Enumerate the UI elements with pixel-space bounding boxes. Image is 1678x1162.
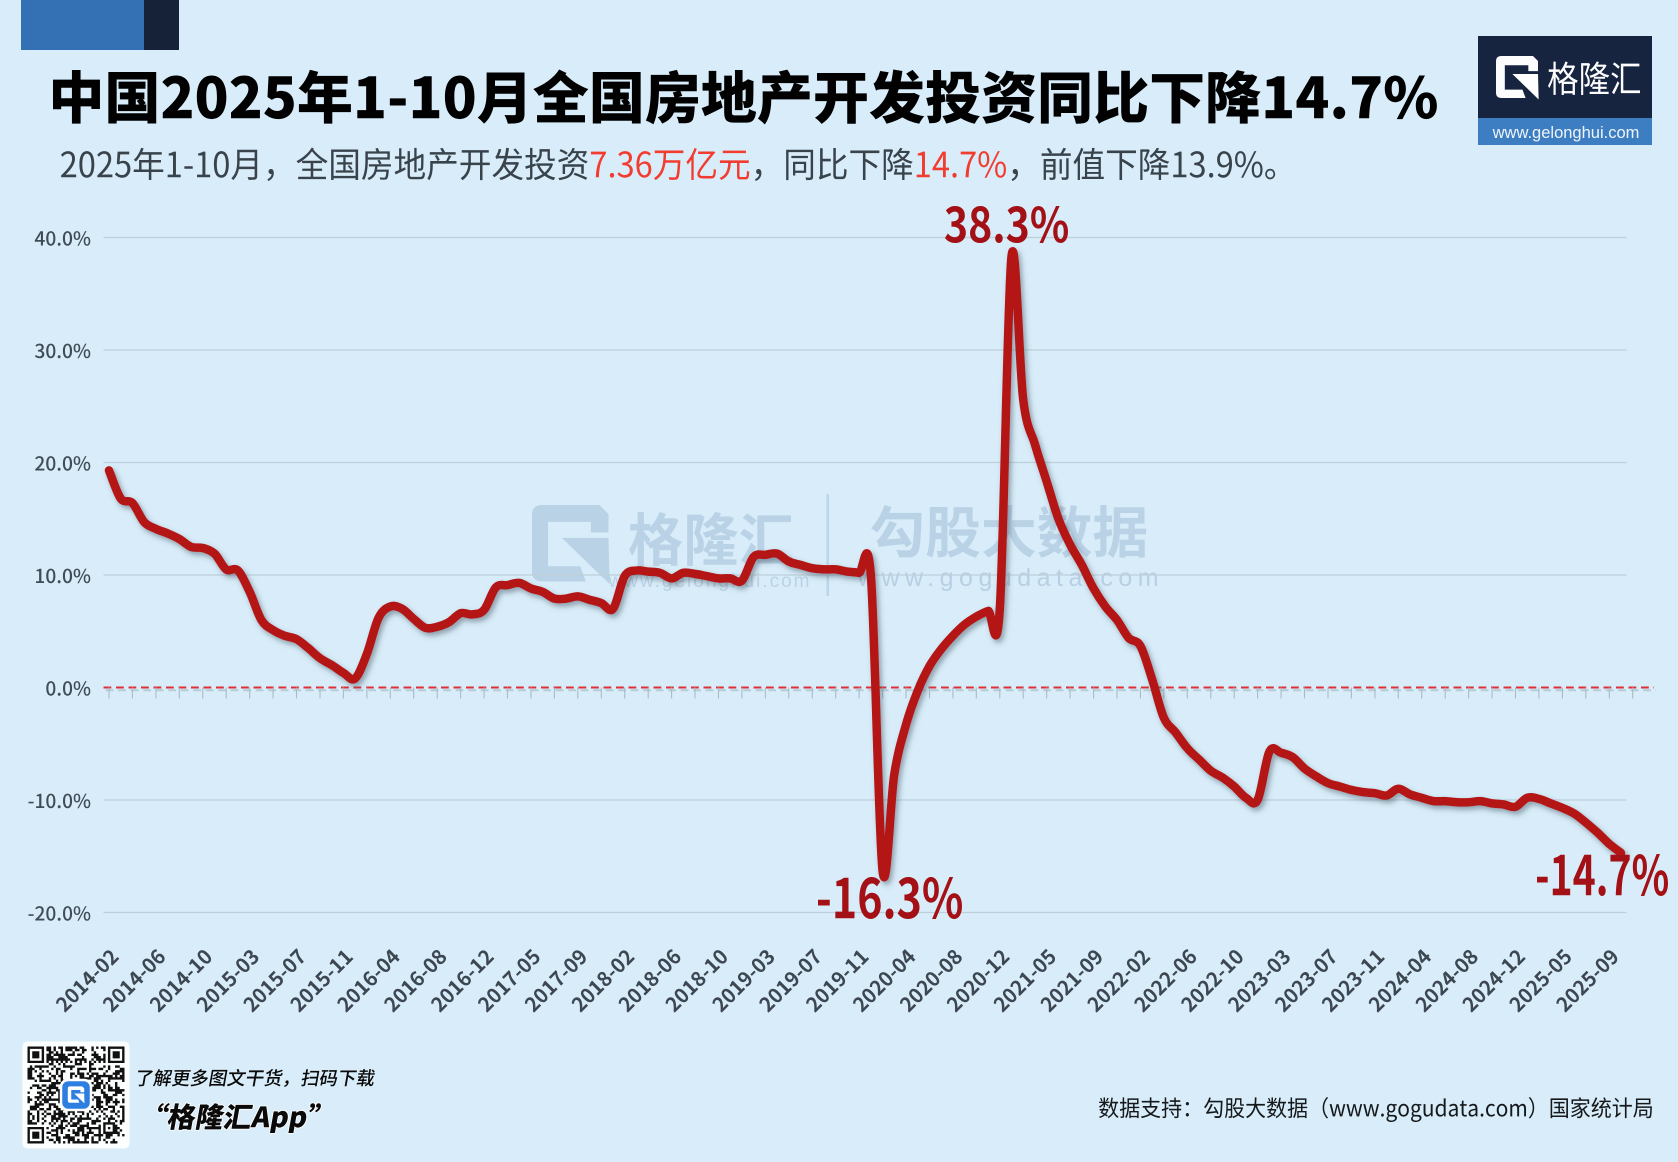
svg-text:www.gelonghui.com: www.gelonghui.com [1492, 124, 1640, 142]
svg-text:www.gogudata.com: www.gogudata.com [857, 564, 1164, 592]
